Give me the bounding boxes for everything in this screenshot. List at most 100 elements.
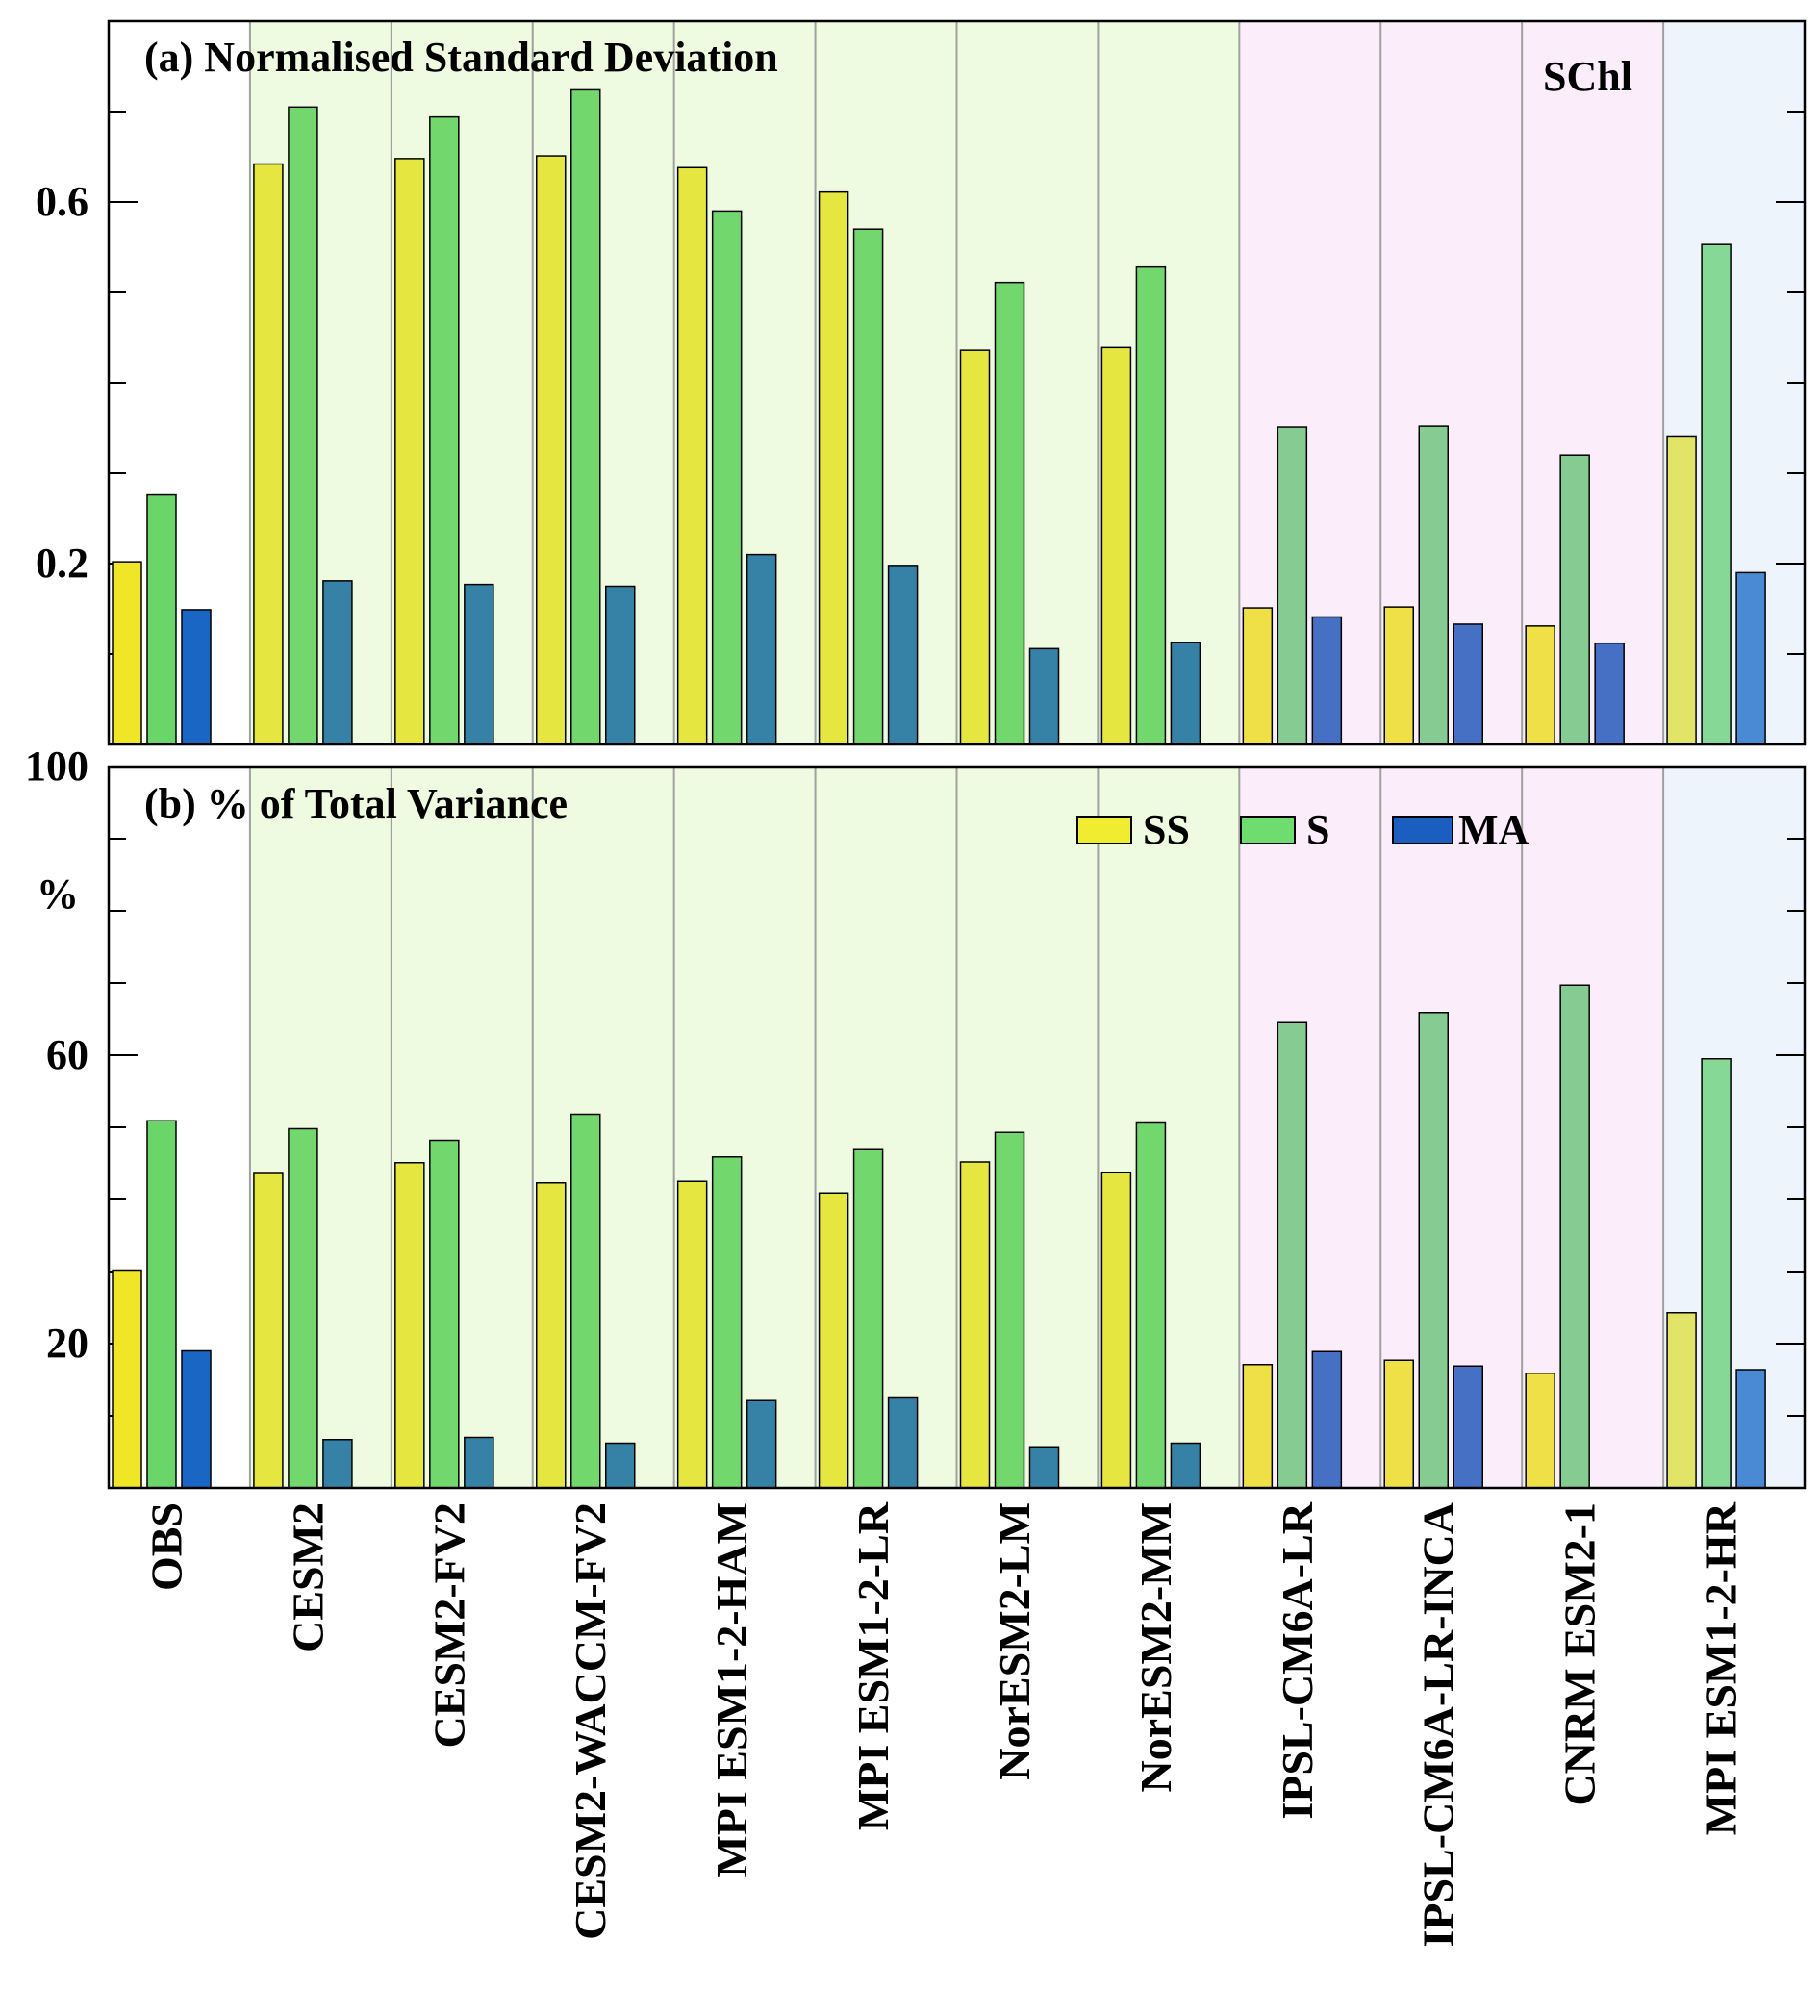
bar-ss [1383,1359,1414,1489]
bar-ma [1028,1446,1060,1489]
bar-s [1277,1021,1308,1489]
category-label: MPI ESM1-2-HR [1697,1501,1746,1835]
bar-ss [1100,346,1132,745]
bar-ma [605,585,636,745]
bar-ss [1100,1172,1132,1489]
bar-ss [536,155,567,745]
bar-ma [1311,616,1343,745]
legend-label-ma: MA [1458,806,1529,853]
category-label: CESM2-FV2 [424,1502,473,1749]
y-tick-label: 20 [46,1320,88,1367]
bar-s [570,1113,601,1489]
bar-ss [394,158,425,745]
bar-ss [112,561,142,745]
bar-ss [818,190,849,745]
bar-ma [1453,623,1483,745]
bar-s [1559,984,1590,1489]
bar-s [1559,454,1590,745]
bar-ma [464,1436,494,1489]
bar-ma [181,1349,212,1489]
bar-ss [112,1269,142,1489]
bar-ss [676,1180,708,1489]
category-label: CESM2 [283,1502,332,1652]
category-label: MPI ESM1-2-HAM [707,1502,756,1877]
bar-ma [464,583,494,745]
bar-s [570,88,601,745]
bar-ma [181,609,212,745]
bar-s [994,1131,1025,1489]
bar-s [852,1148,884,1489]
panel-b-total-variance: 100 60 20 [25,743,1807,1490]
legend-swatch-ma [1392,816,1453,844]
bar-s [146,493,177,745]
plot-frame [107,765,1807,1490]
bar-ss [394,1162,425,1489]
bar-s [711,210,743,745]
bar-s [1701,243,1732,745]
category-label: IPSL-CM6A-LR [1273,1501,1322,1819]
bar-ma [322,580,353,745]
group-background [1522,767,1664,1488]
bar-ss [1242,1364,1274,1489]
bar-ss [253,1172,284,1489]
bar-ss [1383,606,1414,745]
bar-ss [676,166,708,745]
bar-ma [1735,571,1766,745]
bar-s [429,115,460,745]
plot-frame [107,19,1807,746]
bar-ma [1453,1365,1483,1489]
y-tick-label: 0.2 [36,540,88,587]
bar-s [1701,1058,1732,1489]
category-label: CESM2-WACCM-FV2 [566,1502,615,1940]
legend-label-ss: SS [1143,806,1190,853]
bar-ma [746,553,777,745]
y-tick-label: 60 [46,1031,88,1078]
bar-ss [1666,1312,1697,1489]
bar-s [1418,1012,1449,1489]
bar-ss [818,1192,849,1489]
category-label: IPSL-CM6A-LR-INCA [1414,1502,1463,1948]
bar-ss [536,1182,567,1489]
bar-s [994,281,1025,745]
bar-ma [1594,642,1625,745]
bar-ss [1666,435,1697,745]
y-tick-label: 100 [25,743,88,790]
bar-ma [605,1442,636,1489]
panel-b-ylabel: % [37,870,79,918]
legend-label-s: S [1306,806,1329,853]
bar-ma [887,565,919,745]
panel-a-std-deviation: 0.2 0.6 [36,19,1807,746]
bar-ma [322,1439,353,1489]
bar-ma [1170,642,1201,745]
bar-ma [1170,1442,1201,1489]
bar-s [288,106,318,745]
panel-a-title: (a) Normalised Standard Deviation [144,34,778,81]
bar-ss [1242,607,1274,745]
legend-swatch-ss [1076,816,1132,844]
bar-s [429,1139,460,1489]
category-label: NorESM2-MM [1131,1502,1180,1792]
y-tick-label: 0.6 [36,178,88,225]
legend: SS S MA [1076,806,1529,853]
bar-ma [1028,647,1060,745]
bar-ss [959,349,991,745]
category-label: CNRM ESM2-1 [1555,1502,1605,1806]
bar-ss [1525,625,1555,745]
bar-ma [1735,1369,1766,1489]
legend-swatch-s [1240,816,1296,844]
bar-s [711,1156,743,1489]
bar-ma [746,1399,777,1489]
bar-s [1135,265,1167,745]
bar-s [852,228,884,745]
bar-ma [887,1396,919,1489]
category-label: NorESM2-LM [990,1502,1039,1780]
bar-ma [1311,1350,1343,1489]
bar-s [1418,425,1449,745]
bar-s [146,1120,177,1489]
group-background [1522,21,1664,744]
panel-b-title: (b) % of Total Variance [144,780,568,827]
panel-a-annotation: SChl [1543,53,1632,100]
bar-ss [1525,1373,1555,1489]
model-category-labels: OBS CESM2 CESM2-FV2 CESM2-WACCM-FV2 MPI ESM1… [141,1501,1745,1947]
